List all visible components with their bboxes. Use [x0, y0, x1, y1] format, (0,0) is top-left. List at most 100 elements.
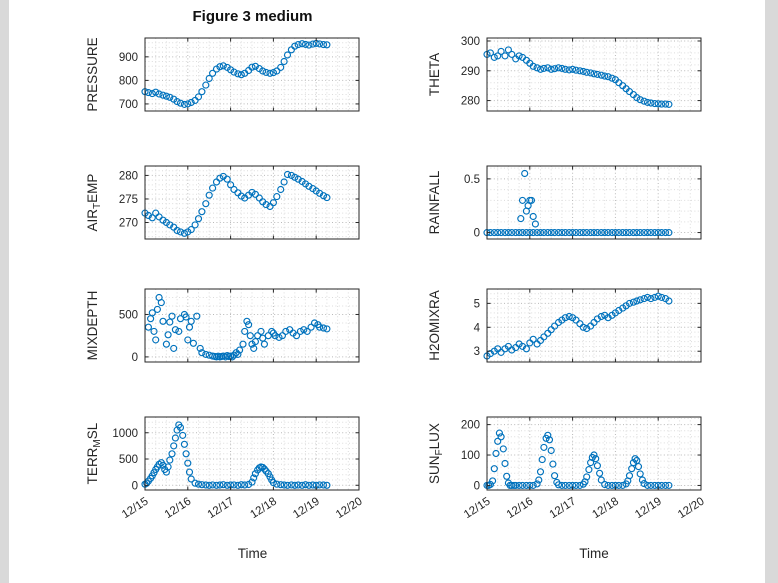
axes-box	[486, 416, 702, 491]
svg-text:1000: 1000	[112, 428, 138, 440]
figure-title: Figure 3 medium	[192, 8, 313, 25]
svg-text:4: 4	[474, 322, 481, 334]
axes-box	[144, 416, 360, 491]
axes-box	[144, 288, 360, 363]
svg-text:280: 280	[119, 170, 138, 182]
svg-text:270: 270	[119, 218, 138, 230]
data-markers	[141, 39, 331, 108]
y-tick-labels: 00.5	[464, 174, 480, 240]
svg-text:275: 275	[119, 194, 138, 206]
axes-box	[486, 37, 702, 112]
y-axis-label: H2OMIXRA	[427, 290, 442, 361]
svg-text:5: 5	[474, 298, 480, 310]
svg-text:700: 700	[119, 99, 138, 111]
svg-text:12/20: 12/20	[676, 495, 707, 521]
major-grid	[486, 289, 702, 362]
svg-text:500: 500	[119, 454, 138, 466]
data-markers	[144, 293, 331, 361]
tick-marks	[486, 417, 702, 490]
data-markers	[483, 429, 673, 489]
y-tick-labels: 0 500 1000	[112, 428, 138, 493]
tick-marks	[144, 166, 360, 239]
svg-text:200: 200	[461, 420, 480, 432]
data-markers	[141, 170, 331, 237]
tick-marks	[144, 38, 360, 111]
minor-grid	[145, 165, 359, 239]
tick-marks	[486, 289, 702, 362]
svg-text:12/19: 12/19	[633, 495, 664, 521]
major-grid	[144, 289, 360, 362]
y-tick-labels: 0 100 200	[461, 420, 480, 493]
major-grid	[486, 417, 702, 490]
svg-text:0: 0	[132, 480, 138, 492]
y-axis-label: MIXDEPTH	[85, 291, 100, 361]
data-markers	[483, 292, 673, 360]
axes-box	[486, 288, 702, 363]
y-tick-labels: 0 500	[119, 309, 138, 363]
window-edge-right	[765, 0, 778, 583]
svg-text:12/16: 12/16	[163, 495, 194, 521]
minor-grid	[487, 38, 701, 111]
window-edge-left	[0, 0, 9, 583]
svg-text:12/19: 12/19	[291, 495, 322, 521]
x-tick-labels: 12/15 12/16 12/17 12/18 12/19 12/20	[462, 495, 707, 521]
svg-text:12/15: 12/15	[120, 495, 151, 521]
y-tick-labels: 270 275 280	[119, 170, 138, 229]
y-axis-label: AIRTEMP	[85, 174, 103, 232]
major-grid	[144, 166, 360, 239]
data-markers	[483, 46, 673, 108]
svg-text:100: 100	[461, 450, 480, 462]
axes-box	[144, 165, 360, 240]
minor-grid	[487, 166, 701, 239]
svg-text:0: 0	[132, 352, 138, 364]
svg-text:290: 290	[461, 66, 480, 78]
svg-text:12/16: 12/16	[505, 495, 536, 521]
major-grid	[486, 166, 702, 239]
tick-marks	[486, 38, 702, 111]
svg-text:12/15: 12/15	[462, 495, 493, 521]
svg-text:800: 800	[119, 75, 138, 87]
y-tick-labels: 280 290 300	[461, 36, 480, 108]
svg-text:3: 3	[474, 346, 480, 358]
minor-grid	[145, 288, 359, 362]
y-tick-labels: 700 800 900	[119, 52, 138, 111]
svg-text:900: 900	[119, 52, 138, 64]
major-grid	[144, 417, 360, 490]
x-axis-label-left: Time	[237, 546, 268, 561]
tick-marks	[486, 166, 702, 239]
major-grid	[486, 38, 702, 111]
minor-grid	[487, 288, 701, 362]
svg-text:12/18: 12/18	[248, 495, 279, 521]
svg-text:12/20: 12/20	[334, 495, 365, 521]
svg-text:280: 280	[461, 96, 480, 108]
data-markers	[483, 169, 673, 237]
svg-text:0.5: 0.5	[464, 174, 480, 186]
tick-marks	[144, 417, 360, 490]
svg-text:300: 300	[461, 36, 480, 48]
x-axis-label-right: Time	[579, 546, 609, 561]
y-axis-label: RAINFALL	[427, 170, 442, 234]
y-axis-label: TERRMSL	[85, 422, 103, 484]
svg-text:0: 0	[474, 228, 480, 240]
svg-text:12/17: 12/17	[206, 495, 237, 521]
svg-text:12/17: 12/17	[548, 495, 579, 521]
major-grid	[144, 38, 360, 111]
axes-box	[486, 165, 702, 240]
